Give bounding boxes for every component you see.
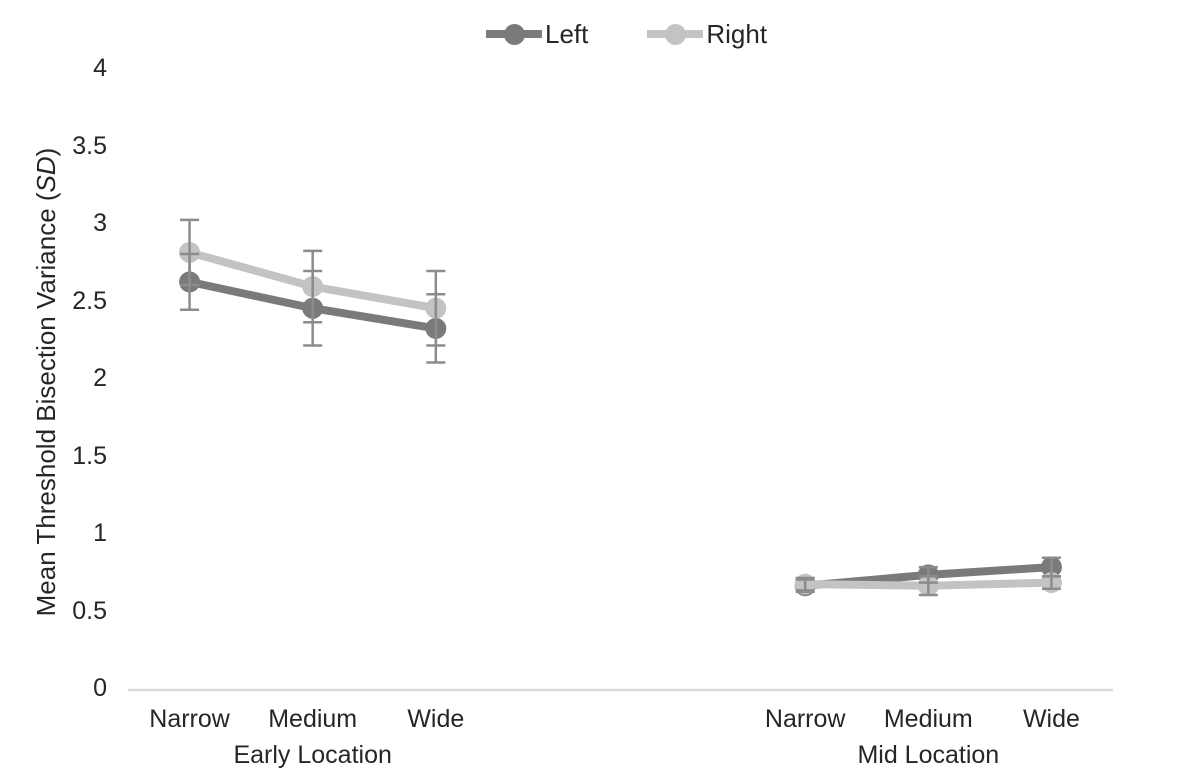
legend-marker-dot — [503, 23, 525, 45]
y-tick-label: 1 — [93, 519, 107, 547]
legend: Left Right — [486, 19, 767, 49]
x-group-label: Early Location — [233, 741, 392, 769]
legend-item-right: Right — [647, 19, 767, 49]
x-category-label: Wide — [407, 705, 465, 733]
y-tick-label: 2 — [93, 364, 107, 392]
y-tick-label: 4 — [93, 54, 107, 82]
legend-marker-dot — [664, 23, 686, 45]
x-category-label: Wide — [1022, 705, 1080, 733]
y-tick-label: 3 — [93, 209, 107, 237]
y-tick-label: 0 — [93, 674, 107, 702]
legend-line-marker-icon — [486, 23, 542, 45]
x-category-label: Medium — [268, 705, 358, 733]
y-tick-label: 2.5 — [72, 286, 107, 315]
x-group-label: Mid Location — [857, 741, 1000, 769]
y-tick-label: 1.5 — [72, 441, 107, 470]
y-tick-label: 3.5 — [72, 131, 107, 160]
y-tick-label: 0.5 — [72, 596, 107, 625]
x-category-label: Narrow — [764, 705, 846, 733]
legend-item-left: Left — [486, 19, 588, 49]
legend-label-left: Left — [545, 19, 589, 49]
x-category-label: Medium — [883, 705, 973, 733]
x-category-label: Narrow — [149, 705, 230, 733]
legend-line-marker-icon — [647, 23, 704, 45]
legend-label-right: Right — [706, 19, 768, 49]
